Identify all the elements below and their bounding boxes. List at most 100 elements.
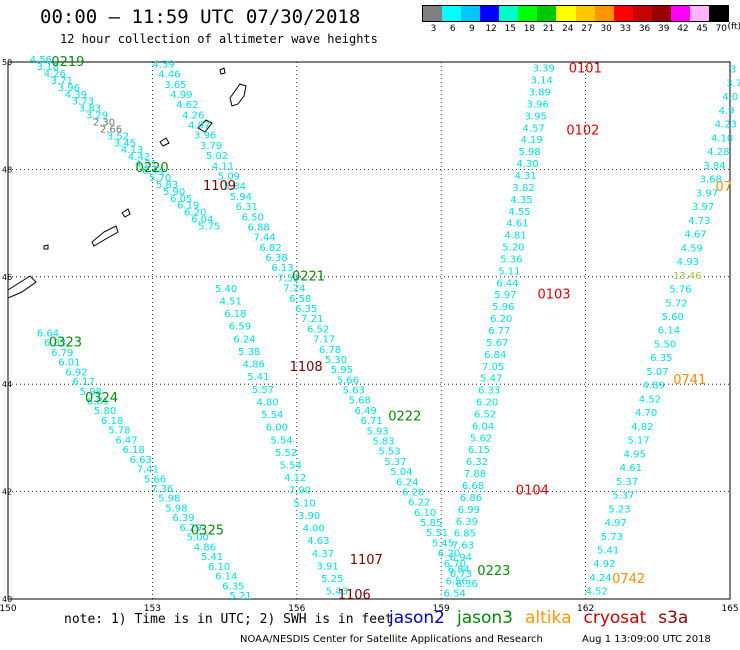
wave-height-value: 4.30 xyxy=(516,159,538,170)
wave-height-value: 6.18 xyxy=(224,309,246,320)
wave-height-value: 4.99 xyxy=(170,90,192,101)
wave-height-value: 6.20 xyxy=(402,487,424,498)
wave-height-value: 5.95 xyxy=(331,365,353,376)
wave-height-value: 3.96 xyxy=(527,99,549,110)
color-legend-ticks: (ft) 3 6 9 12 15 18 21 24 27 30 33 36 39 42 45 70 xyxy=(422,22,740,36)
wave-height-value: 5.93 xyxy=(366,426,388,437)
color-legend-bar xyxy=(422,5,729,22)
legend-tick-label: 39 xyxy=(658,24,670,34)
legend-swatch xyxy=(556,6,576,21)
wave-height-value: 4.39 xyxy=(152,59,174,70)
longitude-tick-label: 150 xyxy=(0,604,17,614)
wave-height-value: 3.97 xyxy=(692,202,714,213)
latitude-tick-label: 42 xyxy=(2,488,12,497)
wave-height-value: 6.32 xyxy=(466,457,488,468)
wave-height-value: 3.14 xyxy=(531,76,553,87)
wave-height-value: 6.58 xyxy=(289,294,311,305)
wave-height-value: 3.96 xyxy=(194,131,216,142)
wave-height-value: 3.73 xyxy=(72,97,94,108)
coastline-outline xyxy=(43,244,49,250)
wave-height-value: 7.52 xyxy=(277,273,299,284)
legend-swatch xyxy=(518,6,538,21)
wave-height-value: 6.94 xyxy=(450,553,472,564)
wave-height-value: 5.52 xyxy=(275,448,297,459)
wave-height-value: 3.96 xyxy=(58,83,80,94)
coastline-outline xyxy=(7,275,37,299)
wave-height-value: 5.76 xyxy=(669,285,691,296)
wave-height-value: 4.67 xyxy=(684,230,706,241)
wave-height-value: 5.47 xyxy=(480,374,502,385)
wave-height-value: 3.79 xyxy=(200,141,222,152)
wave-height-value: 4.00 xyxy=(303,524,325,535)
footnote: note: 1) Time is in UTC; 2) SWH is in fe… xyxy=(64,612,393,627)
legend-tick-label: 6 xyxy=(449,24,456,34)
wave-height-value: 4.59 xyxy=(681,243,703,254)
wave-height-value: 6.47 xyxy=(115,435,137,446)
wave-height-value: 7.41 xyxy=(137,465,159,476)
wave-height-value: 6.24 xyxy=(396,477,418,488)
coastline-outline xyxy=(91,225,119,247)
wave-height-value: 5.98 xyxy=(518,147,540,158)
wave-height-value: 4.61 xyxy=(506,219,528,230)
legend-swatch xyxy=(461,6,481,21)
wave-height-value: 5.73 xyxy=(601,532,623,543)
wave-height-value: 5.90 xyxy=(163,187,185,198)
wave-height-value: 4.95 xyxy=(624,449,646,460)
wave-height-value: 4.56 xyxy=(30,55,52,66)
wave-height-value: 7.05 xyxy=(482,362,504,373)
coastline-outline xyxy=(197,119,213,133)
wave-height-value: 4.52 xyxy=(586,587,608,598)
wave-height-value: 7.90 xyxy=(289,486,311,497)
wave-height-value: 3.84 xyxy=(703,161,725,172)
legend-swatch xyxy=(689,6,709,21)
credit-line: NOAA/NESDIS Center for Satellite Applica… xyxy=(240,634,543,645)
wave-height-value: 4.39 xyxy=(65,90,87,101)
wave-height-value: 3.90 xyxy=(298,511,320,522)
wave-height-value: 3.52 xyxy=(107,131,129,142)
longitude-tick-label: 159 xyxy=(433,604,450,614)
generation-timestamp: Aug 1 13:09:00 UTC 2018 xyxy=(582,634,711,645)
wave-height-value: 5.36 xyxy=(500,254,522,265)
wave-height-value: 5.66 xyxy=(337,375,359,386)
wave-height-value: 5.98 xyxy=(158,494,180,505)
wave-height-value: 6.86 xyxy=(460,493,482,504)
wave-height-value: 3 xyxy=(730,65,736,76)
wave-height-value: 6.19 xyxy=(177,201,199,212)
wave-height-value: 6.04 xyxy=(191,215,213,226)
wave-height-value: 6.44 xyxy=(496,278,518,289)
pass-time-label: 0323 xyxy=(49,336,82,351)
wave-height-value: 5.41 xyxy=(247,372,269,383)
wave-height-value: 5.17 xyxy=(627,436,649,447)
wave-height-value: 4.31 xyxy=(514,171,536,182)
wave-height-value: 6.05 xyxy=(170,194,192,205)
wave-height-value: 6.63 xyxy=(130,455,152,466)
page-title: 00:00 – 11:59 UTC 07/30/2018 xyxy=(40,6,361,28)
wave-height-value: 3.91 xyxy=(316,561,338,572)
wave-height-value: 6.54 xyxy=(444,588,466,599)
wave-height-value: 5.21 xyxy=(229,591,251,602)
wave-height-value: 4.82 xyxy=(631,422,653,433)
wave-height-value: 6.38 xyxy=(265,253,287,264)
wave-height-value: 6.35 xyxy=(295,304,317,315)
wave-height-value: 6.10 xyxy=(208,562,230,573)
legend-tick-label: 42 xyxy=(677,24,689,34)
wave-height-value: 5.98 xyxy=(165,503,187,514)
legend-swatch xyxy=(480,6,500,21)
coastline-outline xyxy=(159,137,170,147)
longitude-tick-label: 162 xyxy=(577,604,594,614)
wave-height-value: 5.38 xyxy=(238,347,260,358)
wave-height-value: 4.21 xyxy=(135,159,157,170)
wave-height-value: 5.02 xyxy=(206,151,228,162)
wave-height-value: 5.98 xyxy=(80,387,102,398)
wave-height-value: 6.92 xyxy=(65,367,87,378)
wave-height-value: 4.63 xyxy=(307,536,329,547)
wave-height-value: 4.80 xyxy=(256,397,278,408)
legend-tick-label: 18 xyxy=(523,24,536,34)
wave-height-value: 4.9 xyxy=(719,106,735,117)
pass-time-label: 0221 xyxy=(292,270,325,285)
pass-time-label: 0102 xyxy=(566,123,599,138)
wave-height-value: 4.23 xyxy=(715,120,737,131)
wave-height-value: 4.81 xyxy=(504,231,526,242)
wave-height-value: 2.30 xyxy=(93,118,115,129)
satellite-name-jason2: jason2 xyxy=(389,608,445,628)
